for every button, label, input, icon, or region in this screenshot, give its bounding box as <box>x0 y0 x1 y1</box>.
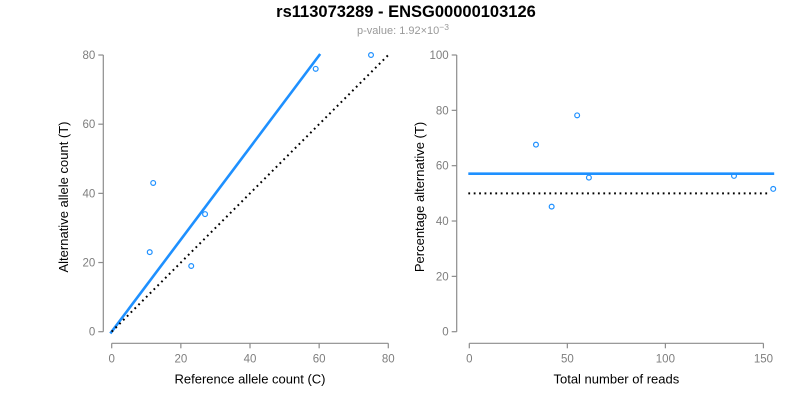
data-point <box>532 141 539 148</box>
identity-line <box>110 53 391 333</box>
figure-title: rs113073289 - ENSG00000103126 <box>276 3 536 21</box>
y-axis-tick-label: 0 <box>442 327 448 339</box>
data-point <box>585 174 592 181</box>
y-axis-tick-label: 40 <box>83 188 96 200</box>
x-axis-tick-label: 60 <box>313 353 326 365</box>
y-axis-tick-label: 20 <box>83 258 96 270</box>
regression-line <box>109 53 322 335</box>
p-value-prefix: p-value: <box>357 25 399 37</box>
data-point <box>548 203 555 210</box>
y-axis-tick-label: 80 <box>436 105 449 117</box>
x-axis-tick-label: 20 <box>174 353 187 365</box>
x-axis-tick-label: 0 <box>108 353 114 365</box>
y-axis-tick-label: 40 <box>436 216 449 228</box>
x-axis-tick-label: 50 <box>561 353 574 365</box>
x-axis-tick-label: 150 <box>754 353 773 365</box>
y-axis-title: Percentage alternative (T) <box>412 122 427 272</box>
data-point <box>731 172 738 179</box>
y-axis-title: Alternative allele count (T) <box>56 121 71 272</box>
y-axis-tick-label: 20 <box>436 271 449 283</box>
y-axis-tick-label: 100 <box>430 50 449 62</box>
data-point <box>146 249 153 256</box>
x-axis-title: Reference allele count (C) <box>174 372 325 387</box>
data-point <box>574 112 581 119</box>
data-point <box>312 65 319 72</box>
y-axis-tick-label: 0 <box>89 327 95 339</box>
data-point <box>188 262 195 269</box>
y-axis-tick-label: 60 <box>83 119 96 131</box>
data-point <box>202 211 209 218</box>
y-axis-tick-label: 60 <box>436 161 449 173</box>
p-value-exponent: −3 <box>439 22 449 32</box>
x-axis-tick-label: 100 <box>656 353 675 365</box>
figure-subtitle: p-value: 1.92×10−3 <box>357 22 449 37</box>
scatter-panel-right: 0 50 100 150 0 20 40 60 80 100 Total number of rea… <box>412 50 777 387</box>
x-axis-title: Total number of reads <box>553 372 679 387</box>
y-axis-tick-label: 80 <box>83 50 96 62</box>
scatter-panel-left: 0 20 40 60 80 0 20 40 60 80 Reference allele count… <box>56 50 395 386</box>
x-axis-tick-label: 80 <box>382 353 395 365</box>
data-point <box>150 179 157 186</box>
data-point <box>770 185 777 192</box>
x-axis-tick-label: 40 <box>244 353 257 365</box>
p-value-base: 1.92×10 <box>399 25 439 37</box>
x-axis-tick-label: 0 <box>466 353 472 365</box>
data-point <box>368 52 375 59</box>
